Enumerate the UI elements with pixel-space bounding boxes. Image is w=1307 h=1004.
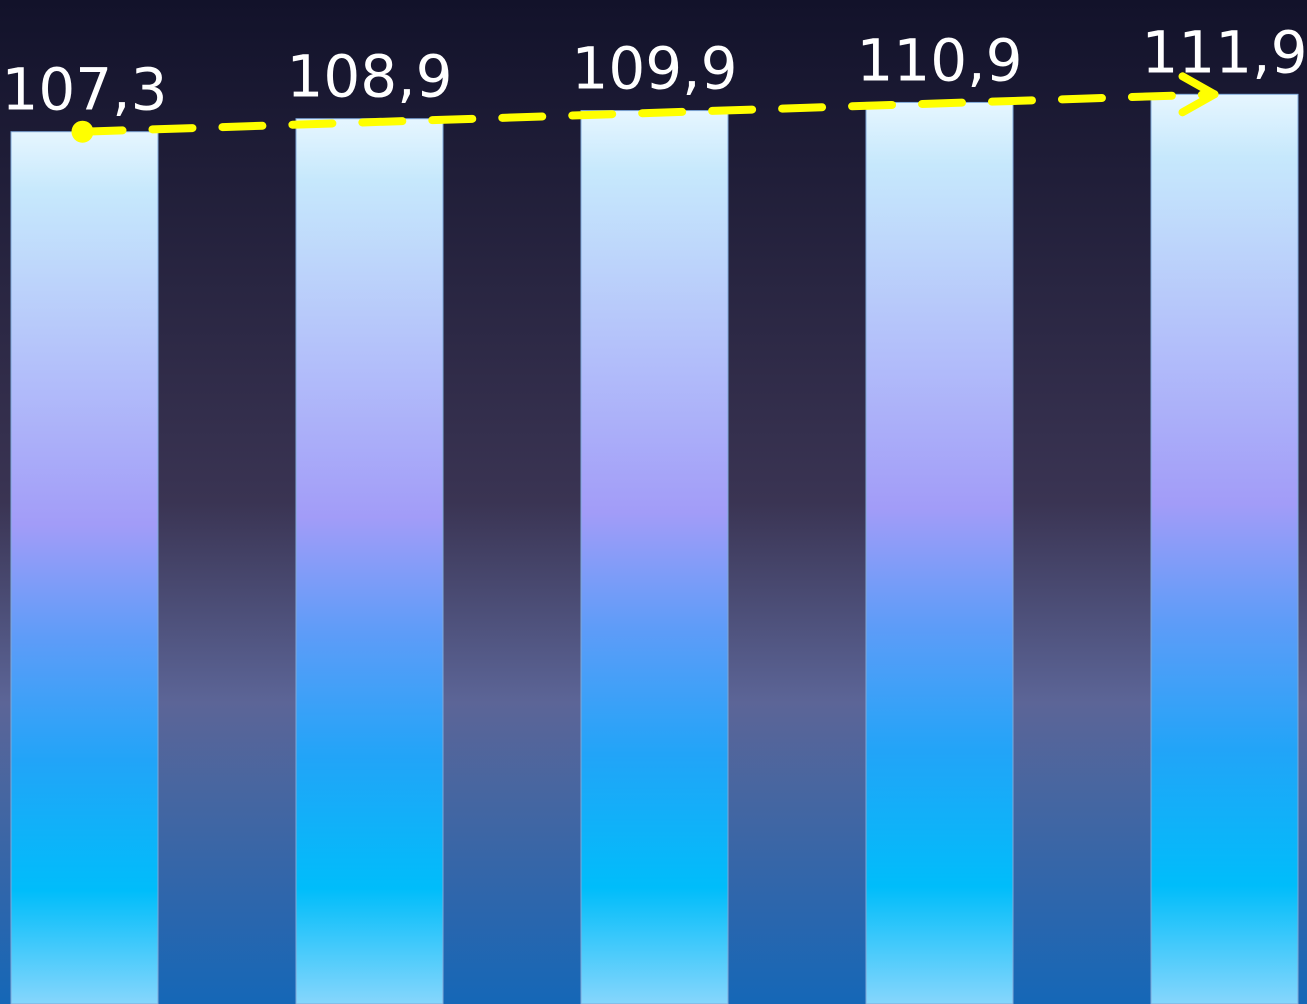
bar <box>580 110 729 1004</box>
value-label: 111,9 <box>1141 18 1307 86</box>
trend-arrow <box>78 90 1219 136</box>
value-label: 110,9 <box>856 26 1022 94</box>
trend-start <box>71 120 94 143</box>
trend-arrowhead <box>1178 72 1219 117</box>
bar <box>295 118 444 1004</box>
value-label: 107,3 <box>1 56 167 124</box>
bar <box>865 101 1014 1004</box>
value-label: 108,9 <box>286 43 452 111</box>
bar <box>10 131 159 1004</box>
value-label: 109,9 <box>571 35 737 103</box>
bar <box>1150 93 1299 1004</box>
